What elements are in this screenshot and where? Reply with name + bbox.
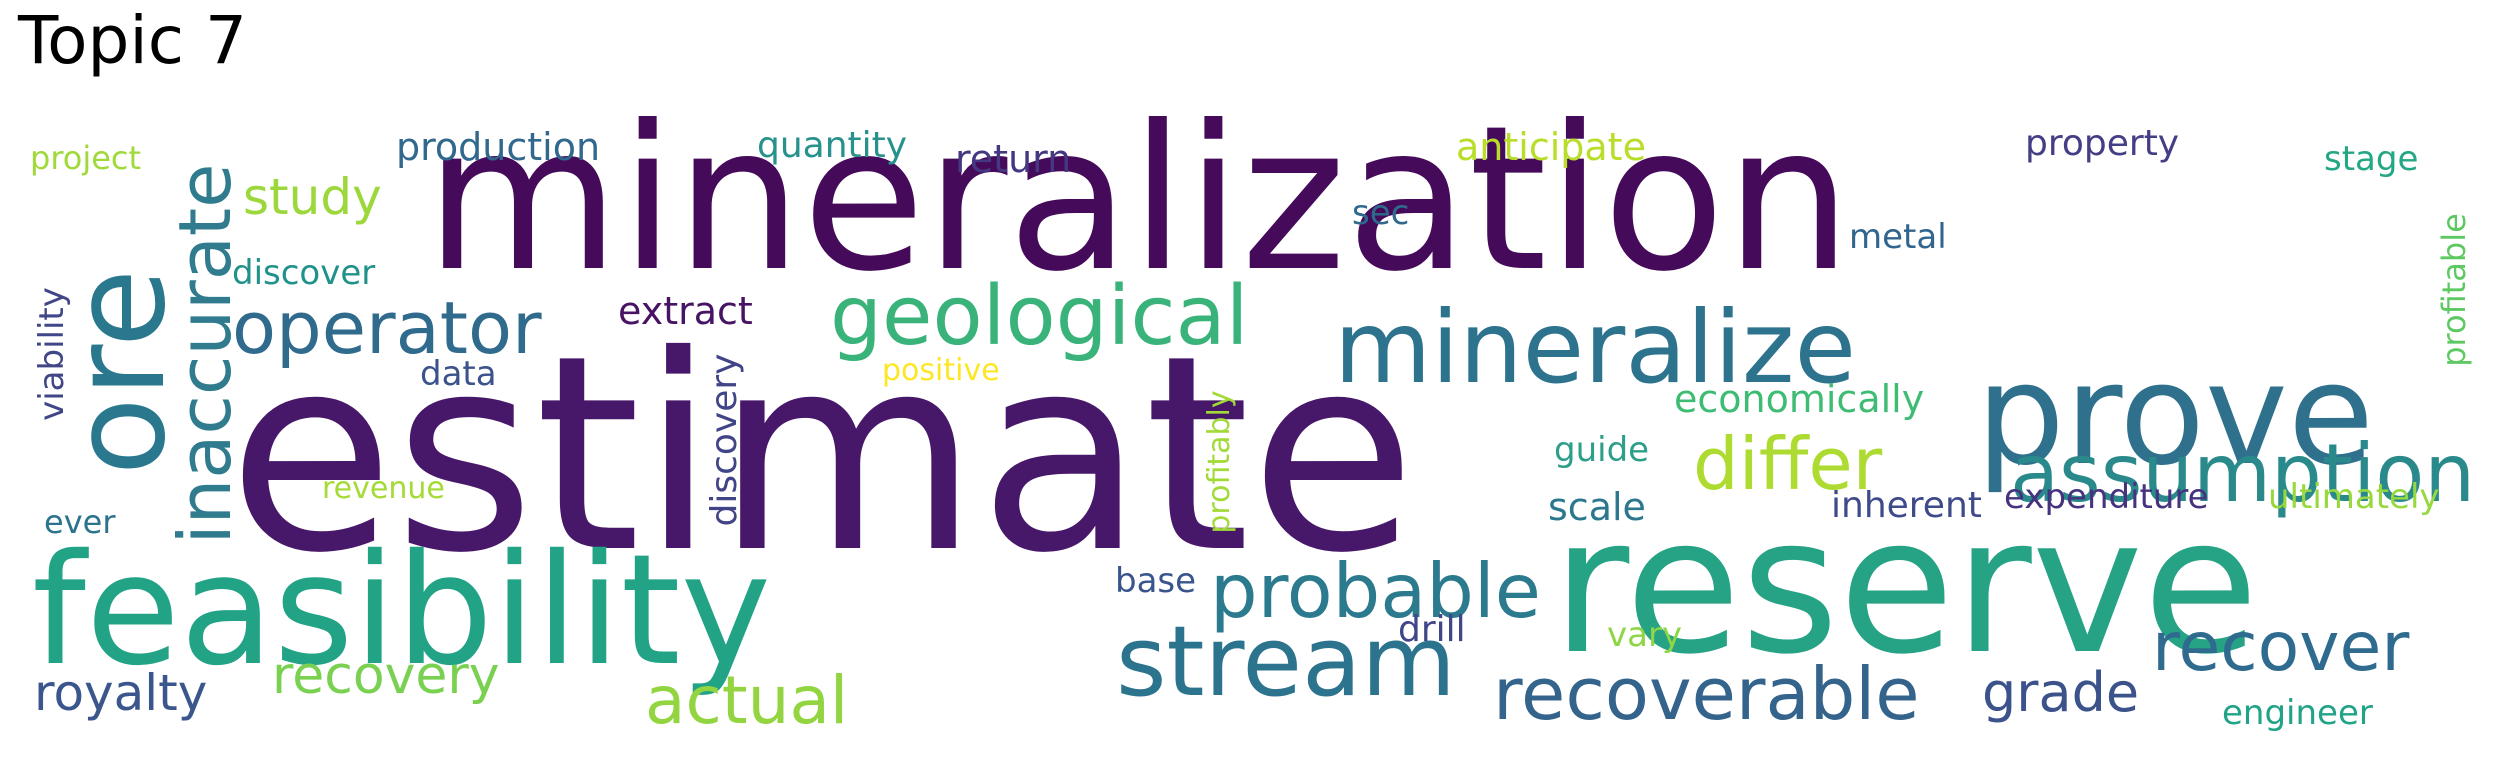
word-viability: viability xyxy=(32,287,72,421)
word-discovery: discovery xyxy=(704,353,745,527)
word-production: production xyxy=(396,125,601,169)
word-extract: extract xyxy=(618,289,753,333)
word-expenditure: expenditure xyxy=(2004,477,2209,517)
word-metal: metal xyxy=(1849,217,1947,257)
word-profitable: profitable xyxy=(2435,213,2473,367)
word-mineralize: mineralize xyxy=(1334,289,1857,406)
word-economically: economically xyxy=(1674,377,1925,421)
word-mineralization: mineralization xyxy=(425,83,1852,316)
word-differ: differ xyxy=(1693,422,1883,506)
word-grade: grade xyxy=(1982,661,2140,724)
word-royalty: royalty xyxy=(34,664,208,722)
word-feasibility: feasibility xyxy=(32,522,772,700)
word-estimate: estimate xyxy=(228,297,1417,612)
word-stage: stage xyxy=(2324,139,2419,179)
word-ultimately: ultimately xyxy=(2268,477,2440,517)
word-recovery: recovery xyxy=(272,646,500,706)
word-base: base xyxy=(1115,561,1197,601)
word-vary: vary xyxy=(1607,615,1683,655)
word-positive: positive xyxy=(882,353,1000,388)
word-recover: recover xyxy=(2152,608,2410,687)
word-prove: prove xyxy=(1976,334,2374,497)
word-operator: operator xyxy=(232,286,542,370)
word-return: return xyxy=(955,137,1072,181)
word-sec: sec xyxy=(1352,193,1410,233)
word-scale: scale xyxy=(1548,485,1646,529)
word-inherent: inherent xyxy=(1831,485,1982,526)
word-drill: drill xyxy=(1398,609,1466,650)
word-project: project xyxy=(30,139,142,177)
word-property: property xyxy=(2025,123,2180,164)
word-engineer: engineer xyxy=(2222,693,2373,733)
word-assumption: assumption xyxy=(2010,427,2476,520)
word-guide: guide xyxy=(1554,430,1650,470)
word-ever: ever xyxy=(44,503,116,541)
word-inaccurate: inaccurate xyxy=(163,163,247,545)
word-geological: geological xyxy=(830,269,1249,364)
word-recoverable: recoverable xyxy=(1493,652,1920,736)
word-revenue: revenue xyxy=(322,471,445,506)
word-anticipate: anticipate xyxy=(1456,125,1646,169)
word-actual: actual xyxy=(645,662,849,739)
word-study: study xyxy=(243,168,382,226)
word-data: data xyxy=(420,354,497,394)
word-discover: discover xyxy=(232,253,376,293)
figure-title: Topic 7 xyxy=(18,2,247,79)
word-stream: stream xyxy=(1116,605,1456,718)
word-probable: probable xyxy=(1210,547,1541,635)
word-profitably: profitably xyxy=(1202,390,1237,534)
word-reserve: reserve xyxy=(1552,477,2259,696)
word-quantity: quantity xyxy=(757,125,908,166)
